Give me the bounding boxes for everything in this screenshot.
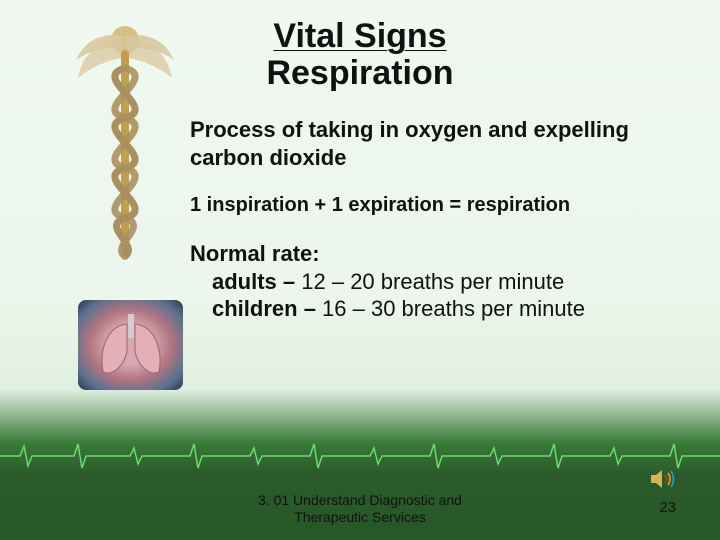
page-number: 23 [659, 499, 676, 516]
definition-text: Process of taking in oxygen and expellin… [190, 116, 690, 171]
rate-row-adults: adults – 12 – 20 breaths per minute [212, 268, 690, 296]
ecg-waveform [0, 436, 720, 476]
footer: 3. 01 Understand Diagnostic and Therapeu… [0, 492, 720, 526]
rate-value: 12 – 20 breaths per minute [301, 269, 564, 294]
left-lung [102, 324, 127, 373]
lungs-image [78, 300, 183, 390]
sound-icon[interactable] [650, 468, 676, 490]
right-lung [135, 324, 160, 373]
rate-heading: Normal rate: [190, 240, 690, 268]
slide-title: Vital Signs Respiration [0, 18, 720, 93]
equation-text: 1 inspiration + 1 expiration = respirati… [190, 193, 690, 218]
rate-value: 16 – 30 breaths per minute [322, 296, 585, 321]
slide: Vital Signs Respiration Process of takin… [0, 0, 720, 540]
footer-line-1: 3. 01 Understand Diagnostic and [258, 492, 462, 508]
footer-line-2: Therapeutic Services [294, 509, 426, 525]
title-line-1: Vital Signs [0, 18, 720, 55]
rate-group: adults [212, 269, 277, 294]
slide-body: Process of taking in oxygen and expellin… [190, 116, 690, 323]
rate-group: children [212, 296, 298, 321]
rate-row-children: children – 16 – 30 breaths per minute [212, 295, 690, 323]
title-line-2: Respiration [0, 55, 720, 92]
